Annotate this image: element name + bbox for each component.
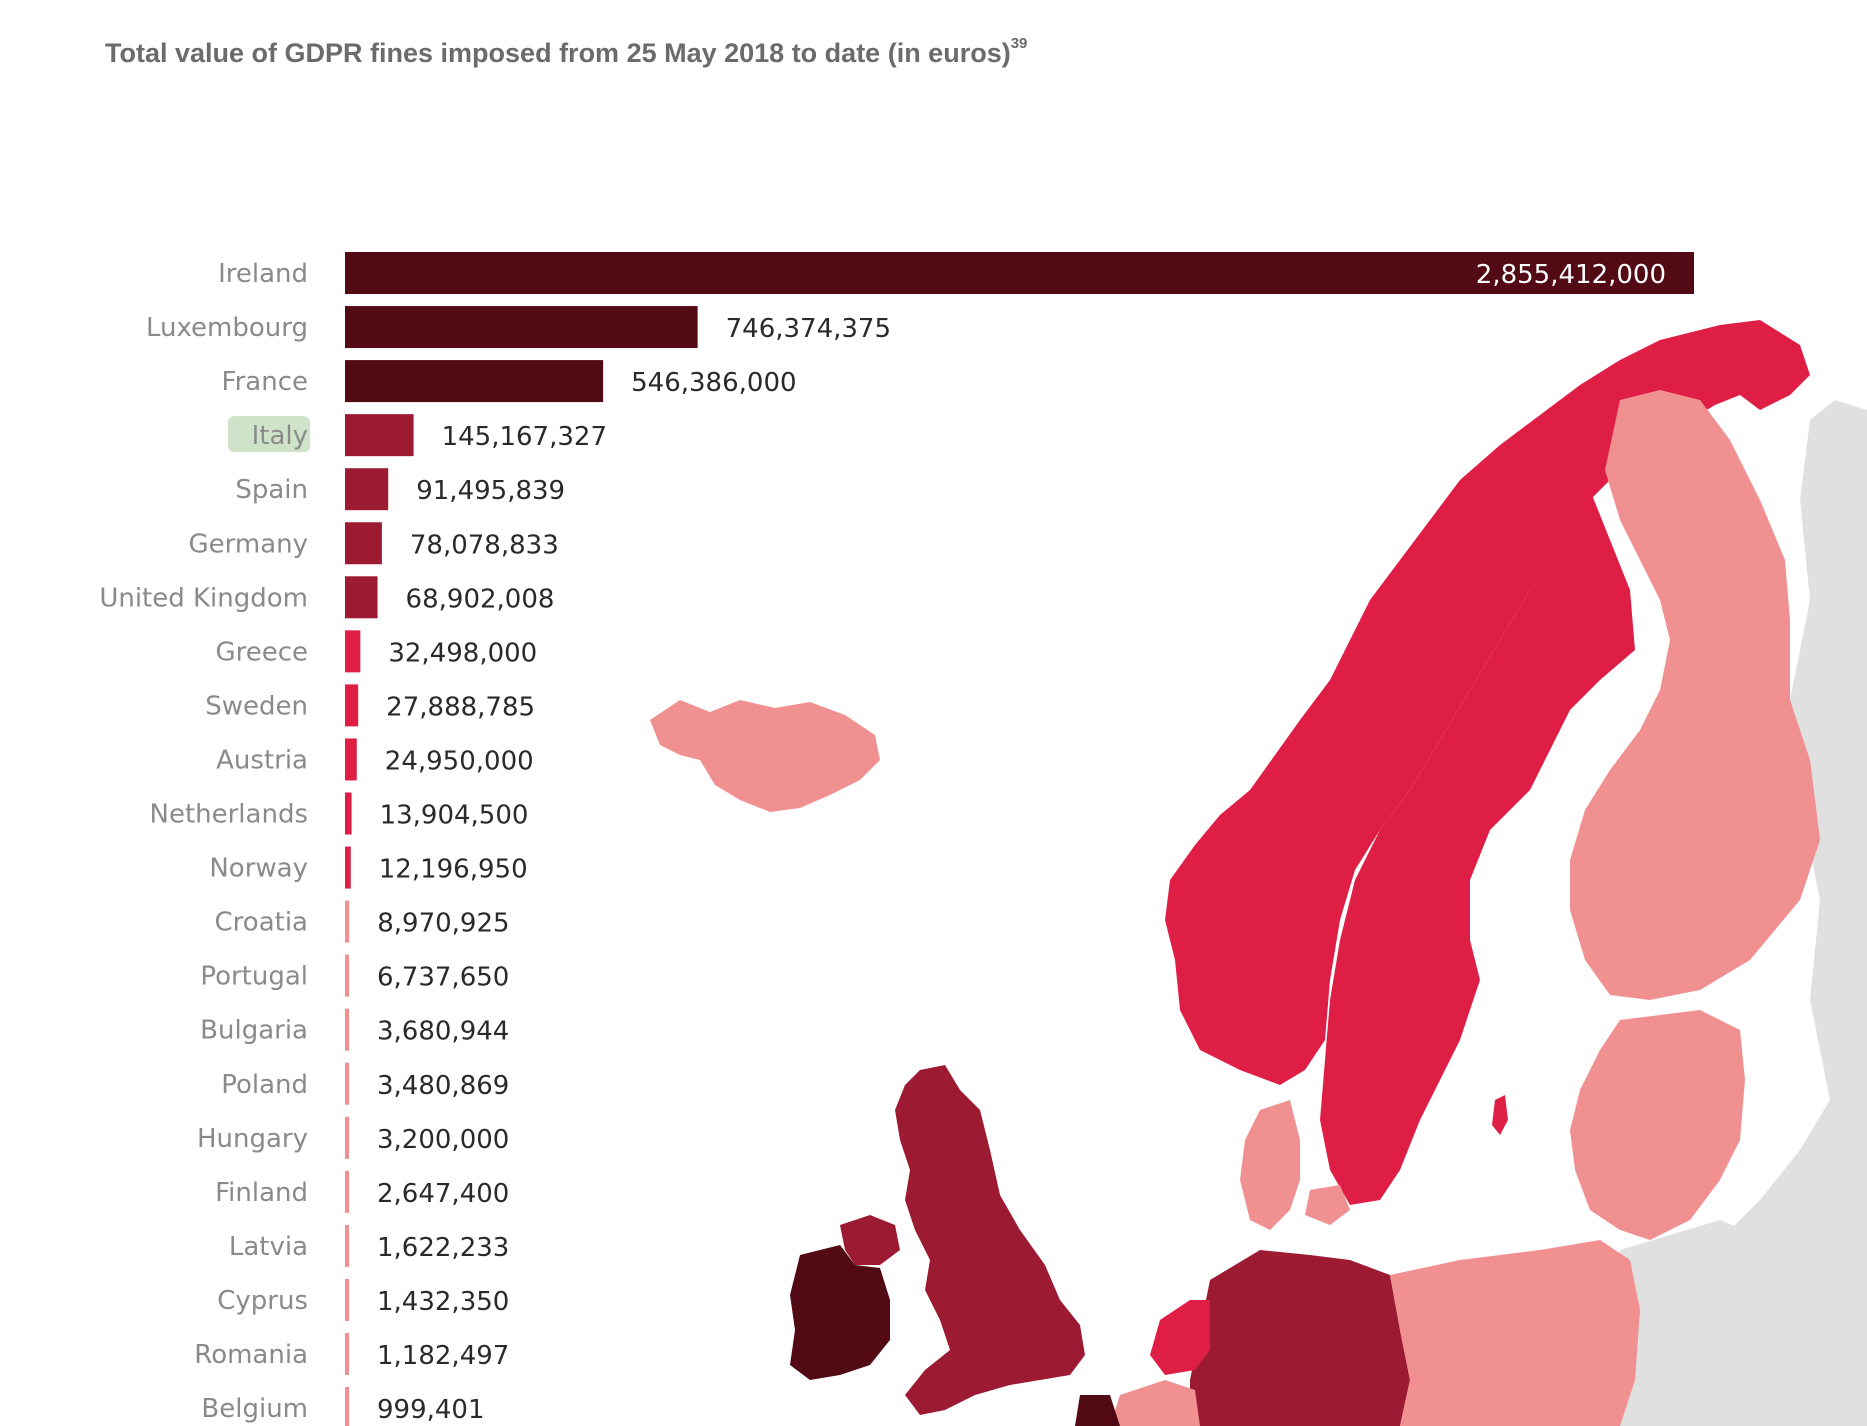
bar-norway <box>345 846 351 889</box>
country-label-hungary: Hungary <box>197 1124 308 1154</box>
country-label-poland: Poland <box>221 1070 308 1100</box>
map-region-netherlands <box>1150 1300 1210 1375</box>
value-label-portugal: 6,737,650 <box>377 963 509 993</box>
value-label-hungary: 3,200,000 <box>377 1125 509 1155</box>
map-region-gotland <box>1492 1095 1508 1135</box>
map-region-finland <box>1570 390 1820 1000</box>
country-label-netherlands: Netherlands <box>150 800 309 830</box>
bars-group: Ireland 2,855,412,000 Luxembourg 746,374,37… <box>99 252 1694 1426</box>
country-label-bulgaria: Bulgaria <box>200 1016 308 1046</box>
value-label-romania: 1,182,497 <box>377 1341 509 1371</box>
country-label-united-kingdom: United Kingdom <box>99 583 308 613</box>
value-label-luxembourg: 746,374,375 <box>726 314 891 344</box>
value-label-italy: 145,167,327 <box>442 422 607 452</box>
value-label-spain: 91,495,839 <box>416 476 565 506</box>
value-label-sweden: 27,888,785 <box>386 692 535 722</box>
value-label-ireland: 2,855,412,000 <box>1476 260 1666 290</box>
bar-cyprus <box>345 1278 349 1321</box>
value-label-cyprus: 1,432,350 <box>377 1287 509 1317</box>
value-label-norway: 12,196,950 <box>379 855 528 885</box>
country-label-romania: Romania <box>194 1340 308 1370</box>
value-label-belgium: 999,401 <box>377 1395 485 1425</box>
country-label-italy: Italy <box>252 421 308 451</box>
country-label-ireland: Ireland <box>218 259 308 289</box>
map-region-east-other <box>1620 1220 1867 1426</box>
bar-luxembourg <box>345 306 698 349</box>
map-region-poland <box>1390 1240 1640 1426</box>
bar-finland <box>345 1170 349 1213</box>
bar-croatia <box>345 900 350 943</box>
bar-poland <box>345 1062 349 1105</box>
map-region-great-britain <box>895 1065 1085 1415</box>
country-label-croatia: Croatia <box>215 908 308 938</box>
country-label-belgium: Belgium <box>201 1394 308 1424</box>
value-label-greece: 32,498,000 <box>388 638 537 668</box>
map-region-sweden <box>1320 470 1635 1205</box>
bar-romania <box>345 1333 349 1375</box>
value-label-france: 546,386,000 <box>631 368 796 398</box>
value-label-united-kingdom: 68,902,008 <box>406 584 555 614</box>
chart-title-text: Total value of GDPR fines imposed from 2… <box>105 38 1011 68</box>
map-region-denmark-islands <box>1305 1185 1350 1225</box>
bar-greece <box>345 630 361 673</box>
bar-spain <box>345 468 389 511</box>
map-region-germany <box>1190 1250 1410 1426</box>
map-region-russia <box>1600 400 1867 1426</box>
country-label-austria: Austria <box>216 745 308 775</box>
bar-sweden <box>345 684 359 727</box>
value-label-bulgaria: 3,680,944 <box>377 1017 509 1047</box>
value-label-netherlands: 13,904,500 <box>380 801 529 831</box>
value-label-finland: 2,647,400 <box>377 1179 509 1209</box>
bar-bulgaria <box>345 1008 349 1051</box>
country-label-greece: Greece <box>215 637 308 667</box>
bar-austria <box>345 738 357 781</box>
country-label-norway: Norway <box>209 854 308 884</box>
value-label-germany: 78,078,833 <box>410 530 559 560</box>
bar-portugal <box>345 954 349 997</box>
value-label-austria: 24,950,000 <box>385 746 534 776</box>
value-label-poland: 3,480,869 <box>377 1071 509 1101</box>
country-label-latvia: Latvia <box>229 1232 308 1262</box>
map-region-denmark <box>1240 1100 1300 1230</box>
country-label-france: France <box>222 367 308 397</box>
country-label-finland: Finland <box>215 1178 308 1208</box>
map-region-northern-ireland <box>840 1215 900 1265</box>
bar-germany <box>345 522 382 565</box>
highlight-box-italy <box>228 416 310 453</box>
bar-latvia <box>345 1224 349 1267</box>
bar-hungary <box>345 1116 349 1159</box>
country-label-sweden: Sweden <box>205 691 308 721</box>
map-region-norway <box>1165 320 1810 1085</box>
map-region-france <box>1075 1395 1120 1426</box>
chart-title: Total value of GDPR fines imposed from 2… <box>105 35 1028 69</box>
country-label-germany: Germany <box>188 529 308 559</box>
map-region-ireland <box>790 1245 890 1380</box>
country-label-spain: Spain <box>235 475 308 505</box>
bar-ireland <box>345 252 1694 294</box>
bar-france <box>345 360 604 403</box>
map-region-baltics <box>1570 1010 1745 1240</box>
value-label-latvia: 1,622,233 <box>377 1233 509 1263</box>
value-label-croatia: 8,970,925 <box>377 909 509 939</box>
bar-netherlands <box>345 792 352 835</box>
map-region-iceland <box>650 700 880 812</box>
country-label-portugal: Portugal <box>200 962 308 992</box>
bar-belgium <box>345 1387 349 1426</box>
country-label-luxembourg: Luxembourg <box>146 313 308 343</box>
title-footnote: 39 <box>1010 35 1028 52</box>
country-label-cyprus: Cyprus <box>217 1286 308 1316</box>
map-region-belgium <box>1110 1380 1200 1426</box>
bar-italy <box>345 414 414 457</box>
bar-united-kingdom <box>345 576 378 619</box>
